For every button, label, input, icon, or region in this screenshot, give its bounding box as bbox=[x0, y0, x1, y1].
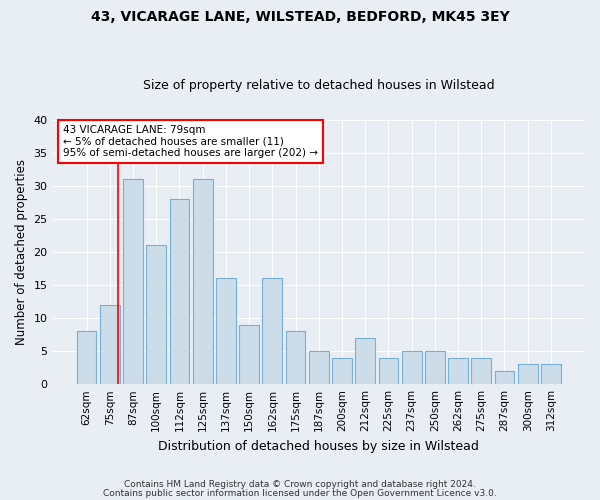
Bar bbox=[239, 324, 259, 384]
Bar bbox=[472, 358, 491, 384]
Bar bbox=[146, 246, 166, 384]
Text: 43, VICARAGE LANE, WILSTEAD, BEDFORD, MK45 3EY: 43, VICARAGE LANE, WILSTEAD, BEDFORD, MK… bbox=[91, 10, 509, 24]
Bar bbox=[402, 351, 422, 384]
Bar bbox=[425, 351, 445, 384]
X-axis label: Distribution of detached houses by size in Wilstead: Distribution of detached houses by size … bbox=[158, 440, 479, 452]
Bar bbox=[123, 179, 143, 384]
Text: 43 VICARAGE LANE: 79sqm
← 5% of detached houses are smaller (11)
95% of semi-det: 43 VICARAGE LANE: 79sqm ← 5% of detached… bbox=[63, 125, 318, 158]
Bar bbox=[448, 358, 468, 384]
Y-axis label: Number of detached properties: Number of detached properties bbox=[15, 159, 28, 345]
Bar bbox=[355, 338, 375, 384]
Bar bbox=[309, 351, 329, 384]
Text: Contains HM Land Registry data © Crown copyright and database right 2024.: Contains HM Land Registry data © Crown c… bbox=[124, 480, 476, 489]
Bar bbox=[286, 332, 305, 384]
Bar bbox=[193, 179, 212, 384]
Text: Contains public sector information licensed under the Open Government Licence v3: Contains public sector information licen… bbox=[103, 490, 497, 498]
Bar bbox=[216, 278, 236, 384]
Bar bbox=[77, 332, 97, 384]
Title: Size of property relative to detached houses in Wilstead: Size of property relative to detached ho… bbox=[143, 79, 494, 92]
Bar bbox=[262, 278, 282, 384]
Bar bbox=[541, 364, 561, 384]
Bar bbox=[494, 371, 514, 384]
Bar bbox=[518, 364, 538, 384]
Bar bbox=[332, 358, 352, 384]
Bar bbox=[170, 199, 190, 384]
Bar bbox=[100, 305, 119, 384]
Bar bbox=[379, 358, 398, 384]
